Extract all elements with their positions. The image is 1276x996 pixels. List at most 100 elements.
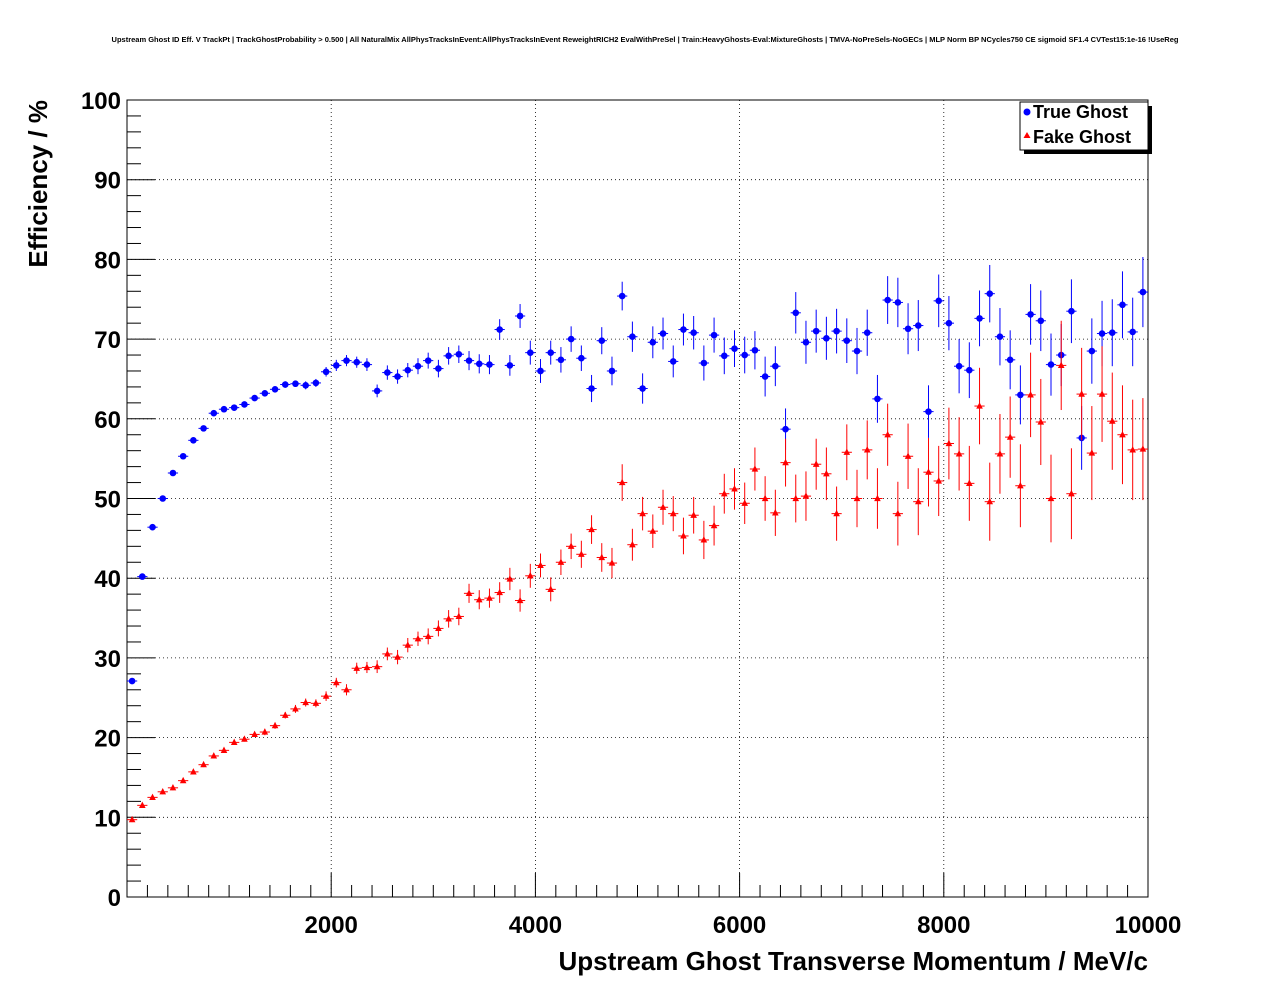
fake-ghost-point [1129, 446, 1136, 453]
fake-ghost-point [353, 664, 361, 671]
data-series [127, 257, 1148, 823]
fake-ghost-point [1119, 430, 1126, 438]
fake-ghost-point [159, 787, 167, 795]
fake-ghost-point [394, 653, 401, 660]
fake-ghost-point [874, 494, 881, 502]
fake-ghost-point [598, 553, 606, 561]
fake-ghost-point [281, 711, 289, 718]
true-ghost-point [741, 351, 749, 359]
fake-ghost-point [629, 540, 636, 548]
true-ghost-point [333, 362, 340, 369]
fake-ghost-point [567, 542, 575, 549]
true-ghost-point [925, 408, 932, 415]
true-ghost-point [578, 354, 585, 362]
fake-ghost-point [149, 793, 156, 800]
fake-ghost-point [271, 721, 279, 729]
fake-ghost-point [925, 468, 932, 475]
true-ghost-point [945, 319, 953, 327]
fake-ghost-point [241, 735, 248, 742]
true-ghost-point [823, 335, 830, 342]
true-ghost-point [200, 425, 207, 432]
fake-ghost-point [1057, 361, 1065, 369]
fake-ghost-point [210, 752, 218, 759]
true-ghost-point [455, 350, 463, 358]
fake-ghost-point [1047, 494, 1055, 502]
true-ghost-point [190, 437, 197, 444]
x-tick-label: 6000 [713, 912, 766, 939]
true-ghost-point [751, 346, 759, 354]
y-tick-label: 90 [94, 168, 121, 195]
fake-ghost-point [618, 478, 626, 486]
fake-ghost-point [588, 525, 595, 533]
fake-ghost-point [986, 497, 994, 505]
fake-ghost-point [761, 494, 769, 502]
fake-ghost-point [496, 588, 503, 596]
true-ghost-point [210, 409, 218, 417]
fake-ghost-point [700, 536, 708, 543]
y-tick-label: 100 [81, 88, 121, 115]
x-tick-label: 10000 [1115, 912, 1182, 939]
x-tick-label: 4000 [509, 912, 562, 939]
y-tick-label: 30 [94, 646, 121, 673]
true-ghost-point [966, 366, 973, 374]
true-ghost-point [241, 401, 248, 408]
true-ghost-point [1108, 329, 1116, 337]
true-ghost-point [986, 290, 994, 297]
fake-ghost-point [486, 594, 493, 601]
y-tick-label: 50 [94, 487, 121, 514]
fake-ghost-point [465, 589, 473, 596]
true-ghost-point [557, 356, 565, 364]
true-ghost-point [833, 327, 840, 335]
y-axis-title: Efficiency / % [23, 100, 53, 268]
true-ghost-point [720, 352, 728, 360]
fake-ghost-point [1108, 417, 1116, 424]
true-ghost-point [292, 380, 299, 388]
axes: 2000 4000 6000 8000 10000 0 10 20 30 40 50 60 70 80 90… [81, 88, 1181, 939]
true-ghost-point [976, 315, 983, 322]
fake-ghost-point [792, 494, 800, 502]
legend-label-true-ghost: True Ghost [1033, 102, 1128, 122]
true-ghost-point [363, 361, 371, 368]
fake-ghost-point [445, 615, 452, 622]
true-ghost-point [1119, 301, 1126, 309]
fake-ghost-point [384, 650, 391, 657]
true-ghost-point [598, 337, 606, 344]
true-ghost-point [271, 386, 279, 393]
true-ghost-point [475, 360, 483, 368]
fake-ghost-point [812, 460, 820, 467]
true-ghost-point [843, 337, 851, 344]
y-tick-label: 70 [94, 327, 121, 354]
true-ghost-point [1129, 328, 1136, 336]
true-ghost-point [139, 573, 146, 580]
legend-box [1019, 101, 1149, 151]
true-ghost-point [608, 367, 616, 375]
true-ghost-point [547, 349, 555, 356]
true-ghost-point [567, 335, 575, 343]
true-ghost-point [680, 326, 687, 333]
fake-ghost-point [537, 561, 544, 569]
plot-frame [126, 99, 1149, 898]
fake-ghost-point [608, 559, 616, 566]
true-ghost-point [700, 359, 708, 367]
y-tick-label: 80 [94, 247, 121, 274]
true-ghost-point [404, 366, 412, 374]
fake-ghost-point [343, 685, 350, 693]
fake-ghost-point [169, 784, 177, 791]
fake-ghost-point [363, 663, 371, 671]
true-ghost-point [1098, 330, 1106, 337]
true-ghost-point [1037, 317, 1045, 325]
true-ghost-point [353, 358, 361, 366]
fake-ghost-point [904, 452, 912, 459]
fake-ghost-point [220, 746, 228, 753]
fake-ghost-point [710, 521, 718, 529]
true-ghost-point [812, 327, 820, 335]
fake-ghost-point [200, 760, 207, 768]
true-ghost-point [1068, 307, 1075, 315]
fake-ghost-point [945, 439, 953, 447]
true-ghost-point [649, 338, 657, 346]
fake-ghost-point [455, 612, 463, 620]
true-ghost-point [230, 404, 238, 411]
true-ghost-point [935, 297, 942, 305]
true-ghost-point [394, 373, 401, 380]
fake-ghost-point [1037, 418, 1045, 425]
